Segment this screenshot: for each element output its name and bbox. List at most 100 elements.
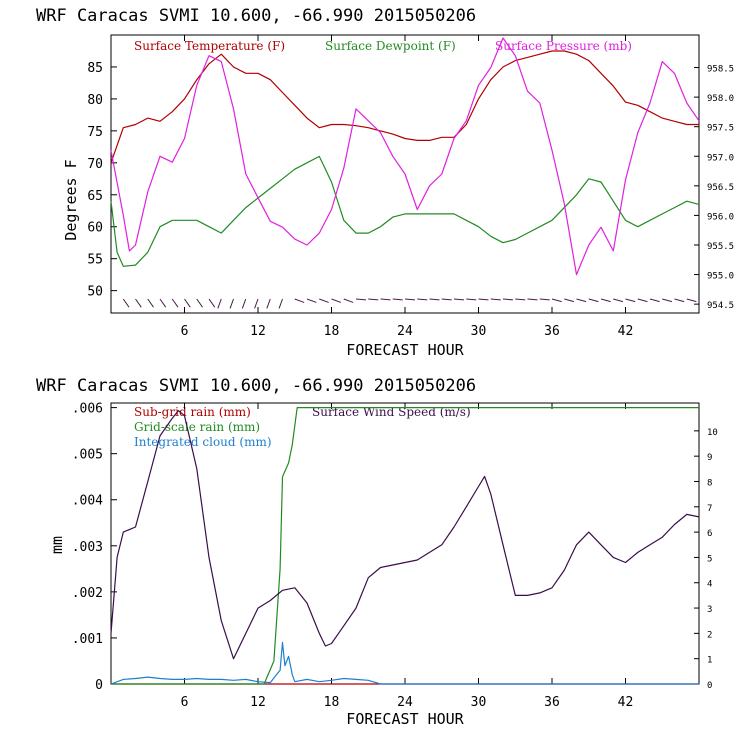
y-tick-label: 0 xyxy=(95,678,103,693)
y-right-tick-label: 954.5 xyxy=(707,301,734,311)
wind-barb xyxy=(527,298,538,301)
series-line-surface-temperature-f xyxy=(110,50,699,163)
series-line-integrated-cloud-mm xyxy=(110,641,699,685)
wind-barb xyxy=(294,298,305,303)
y-tick-label: 70 xyxy=(87,157,103,172)
wind-barb xyxy=(625,298,636,303)
y-right-tick-label: 4 xyxy=(707,580,712,590)
wind-barb xyxy=(515,298,526,301)
wind-barb xyxy=(319,298,329,303)
wind-barb xyxy=(392,298,403,301)
y-tick-label: .006 xyxy=(72,402,103,417)
y-axis-label-top: Degrees F xyxy=(62,159,80,240)
wind-barb xyxy=(278,298,283,309)
wind-barb xyxy=(686,298,697,303)
y-tick-label: 50 xyxy=(87,285,103,300)
wind-barb xyxy=(564,298,575,303)
wind-barb xyxy=(196,298,203,308)
y-axis-label-bottom: mm xyxy=(48,536,66,554)
y-right-tick-label: 2 xyxy=(707,630,712,640)
y-tick-label: .004 xyxy=(72,494,103,509)
wind-barb xyxy=(600,298,611,303)
x-tick-label: 36 xyxy=(544,324,560,339)
wind-barb xyxy=(662,298,673,303)
series-line-surface-dewpoint-f xyxy=(110,155,700,267)
x-tick-label: 36 xyxy=(544,695,560,710)
x-tick-label: 30 xyxy=(471,324,487,339)
x-tick-label: 42 xyxy=(618,695,634,710)
wind-barb xyxy=(159,298,167,308)
wind-barb xyxy=(306,298,317,303)
y-right-tick-label: 7 xyxy=(707,504,712,514)
y-right-tick-label: 6 xyxy=(707,529,712,539)
y-right-tick-label: 957.0 xyxy=(707,153,734,163)
wind-barb xyxy=(343,298,354,303)
series-line-grid-scale-rain-mm xyxy=(111,407,699,685)
x-tick-label: 42 xyxy=(618,324,634,339)
y-right-tick-label: 0 xyxy=(707,681,712,691)
y-tick-label: .002 xyxy=(72,586,103,601)
wind-barb xyxy=(674,298,685,303)
wind-barb xyxy=(368,298,379,301)
legend-temperature: Surface Temperature (F) xyxy=(134,39,285,53)
legend-top: Surface Temperature (F) Surface Dewpoint… xyxy=(134,39,632,53)
panel-bottom: WRF Caracas SVMI 10.600, -66.990 2015050… xyxy=(36,376,718,728)
wind-barb xyxy=(171,298,179,308)
wind-barb xyxy=(254,298,259,309)
wind-barb xyxy=(478,298,489,301)
legend-bottom: Sub-grid rain (mm) Grid-scale rain (mm) … xyxy=(134,405,471,449)
series-line-surface-wind-speed-m-s xyxy=(110,410,700,660)
wind-barb xyxy=(417,298,428,301)
y-right-tick-label: 955.0 xyxy=(707,272,734,282)
y-tick-label: 85 xyxy=(87,61,103,76)
y-right-tick-label: 955.5 xyxy=(707,242,734,252)
legend-subgrid-rain: Sub-grid rain (mm) xyxy=(134,405,251,419)
y-tick-label: 80 xyxy=(87,93,103,108)
x-tick-label: 6 xyxy=(181,695,189,710)
x-tick-label: 12 xyxy=(250,695,266,710)
wind-barb xyxy=(135,298,142,308)
wind-barb xyxy=(429,298,440,301)
wind-barb xyxy=(539,298,550,301)
x-axis-label-bottom: FORECAST HOUR xyxy=(346,710,464,728)
x-tick-label: 30 xyxy=(471,695,487,710)
wind-barb xyxy=(441,298,452,301)
wind-barb xyxy=(229,298,234,309)
wind-barb xyxy=(649,298,660,303)
wind-barb xyxy=(404,298,416,301)
y-right-tick-label: 5 xyxy=(707,554,712,564)
wind-barb xyxy=(502,298,514,301)
wind-barb xyxy=(208,298,216,308)
legend-integrated-cloud: Integrated cloud (mm) xyxy=(134,435,272,449)
wind-barb xyxy=(613,298,624,303)
wind-barb xyxy=(355,298,367,301)
wind-barb xyxy=(551,298,562,303)
y-tick-label: .005 xyxy=(72,448,103,463)
legend-gridscale-rain: Grid-scale rain (mm) xyxy=(134,420,260,434)
wind-barb xyxy=(466,298,477,301)
wind-barbs xyxy=(122,298,697,309)
legend-pressure: Surface Pressure (mb) xyxy=(495,39,632,53)
wind-barb xyxy=(588,298,599,303)
y-right-tick-label: 958.0 xyxy=(707,94,734,104)
y-right-tick-label: 10 xyxy=(707,428,718,438)
x-tick-label: 24 xyxy=(397,324,413,339)
x-tick-label: 18 xyxy=(324,695,340,710)
y-right-tick-label: 958.5 xyxy=(707,65,734,75)
chart-title-bottom: WRF Caracas SVMI 10.600, -66.990 2015050… xyxy=(36,376,476,396)
wind-barb xyxy=(453,298,465,301)
wind-barb xyxy=(122,298,130,308)
y-tick-label: 60 xyxy=(87,221,103,236)
y-right-tick-label: 1 xyxy=(707,656,712,666)
x-tick-label: 6 xyxy=(181,324,189,339)
wind-barb xyxy=(147,298,154,308)
wind-barb xyxy=(490,298,501,301)
y-right-tick-label: 956.5 xyxy=(707,183,734,193)
wind-barb xyxy=(380,298,391,301)
x-tick-label: 18 xyxy=(324,324,340,339)
y-tick-label: .001 xyxy=(72,632,103,647)
legend-dewpoint: Surface Dewpoint (F) xyxy=(325,39,456,53)
y-tick-label: .003 xyxy=(72,540,103,555)
x-axis-label-top: FORECAST HOUR xyxy=(346,341,464,359)
y-tick-label: 65 xyxy=(87,189,103,204)
